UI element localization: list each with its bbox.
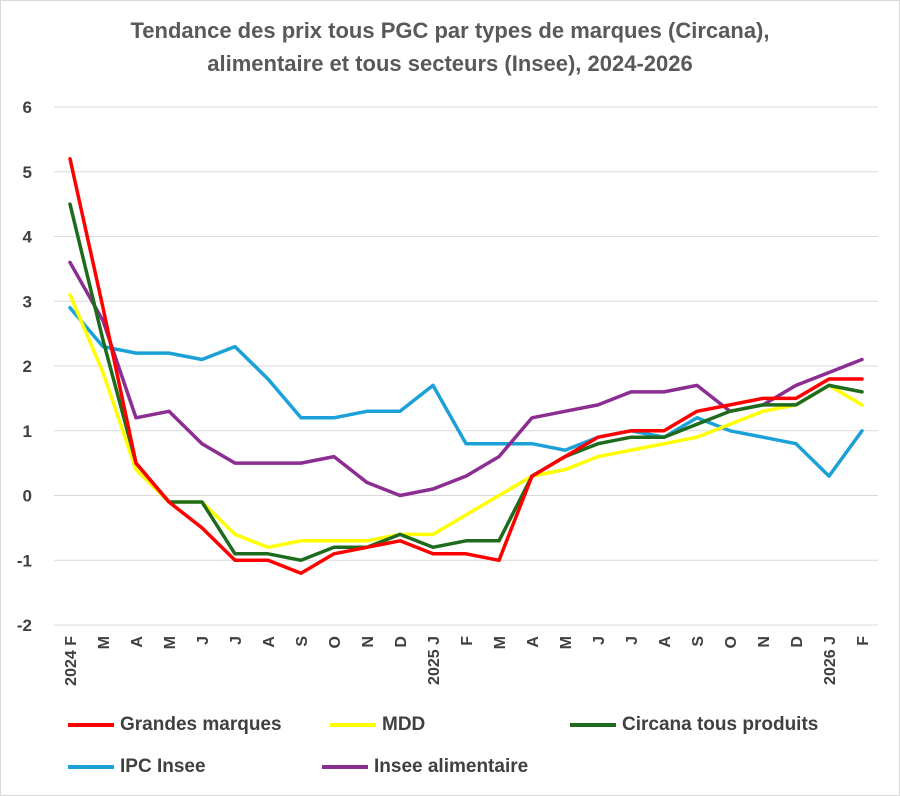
legend-label: MDD — [382, 714, 426, 735]
chart-title: Tendance des prix tous PGC par types de … — [0, 14, 900, 80]
series-line-grandes-marques — [68, 157, 864, 575]
x-tick-label: N — [756, 636, 773, 648]
x-tick-label: J — [228, 636, 245, 645]
x-tick-label: F — [459, 636, 476, 646]
legend-item-insee-alimentaire[interactable]: Insee alimentaire — [322, 756, 528, 778]
y-tick-label: -1 — [17, 551, 32, 570]
legend-swatch-ipc-insee — [68, 765, 114, 769]
y-tick-label: -2 — [17, 616, 32, 635]
x-tick-label: M — [96, 636, 113, 649]
legend-item-grandes-marques[interactable]: Grandes marques — [68, 714, 282, 736]
x-tick-label: 2024 F — [63, 636, 80, 686]
x-tick-label: A — [261, 636, 278, 648]
legend-swatch-grandes-marques — [68, 723, 114, 727]
x-tick-label: O — [327, 636, 344, 648]
series-line-ipc-insee — [68, 305, 864, 478]
x-tick-label: D — [393, 636, 410, 648]
y-axis-ticks: 6 5 4 3 2 1 0 -1 -2 — [17, 98, 33, 635]
x-tick-label: M — [558, 636, 575, 649]
y-tick-label: 2 — [23, 357, 32, 376]
x-tick-label: J — [591, 636, 608, 645]
x-tick-label: N — [360, 636, 377, 648]
x-tick-label: A — [129, 636, 146, 648]
legend-label: Grandes marques — [120, 714, 282, 735]
x-tick-label: J — [624, 636, 641, 645]
y-tick-label: 5 — [23, 163, 32, 182]
legend-label: Circana tous produits — [622, 714, 819, 735]
y-tick-label: 0 — [23, 487, 32, 506]
y-tick-label: 6 — [23, 98, 32, 117]
x-tick-label: A — [525, 636, 542, 648]
gridlines — [54, 106, 878, 626]
y-tick-label: 4 — [23, 228, 33, 247]
x-tick-label: M — [162, 636, 179, 649]
series-line-insee-alimentaire — [68, 260, 864, 498]
x-tick-label: A — [657, 636, 674, 648]
series-line-mdd — [68, 293, 864, 550]
x-axis-ticks: 2024 F M A M J J A S O N D 2025 J F M A M J J A S O N D 2026 J F — [63, 636, 872, 686]
x-tick-label: O — [723, 636, 740, 648]
x-tick-label: F — [855, 636, 872, 646]
x-tick-label: S — [690, 636, 707, 647]
chart-title-line-1: Tendance des prix tous PGC par types de … — [130, 18, 770, 43]
x-tick-label: J — [195, 636, 212, 645]
x-tick-label: 2025 J — [426, 636, 443, 685]
x-tick-label: M — [492, 636, 509, 649]
legend-swatch-mdd — [330, 723, 376, 727]
legend-item-mdd[interactable]: MDD — [330, 714, 425, 736]
legend-swatch-circana — [570, 723, 616, 727]
x-tick-label: D — [789, 636, 806, 648]
series-line-circana-tous-produits — [68, 202, 864, 563]
y-tick-label: 3 — [23, 292, 32, 311]
legend-item-circana-tous-produits[interactable]: Circana tous produits — [570, 714, 818, 736]
legend-item-ipc-insee[interactable]: IPC Insee — [68, 756, 206, 778]
legend-swatch-insee-alimentaire — [322, 765, 368, 769]
y-tick-label: 1 — [23, 422, 32, 441]
x-tick-label: 2026 J — [822, 636, 839, 685]
legend-label: IPC Insee — [120, 756, 206, 777]
chart-title-line-2: alimentaire et tous secteurs (Insee), 20… — [207, 51, 693, 76]
x-tick-label: S — [294, 636, 311, 647]
series-lines — [68, 157, 864, 575]
legend-label: Insee alimentaire — [374, 756, 529, 777]
